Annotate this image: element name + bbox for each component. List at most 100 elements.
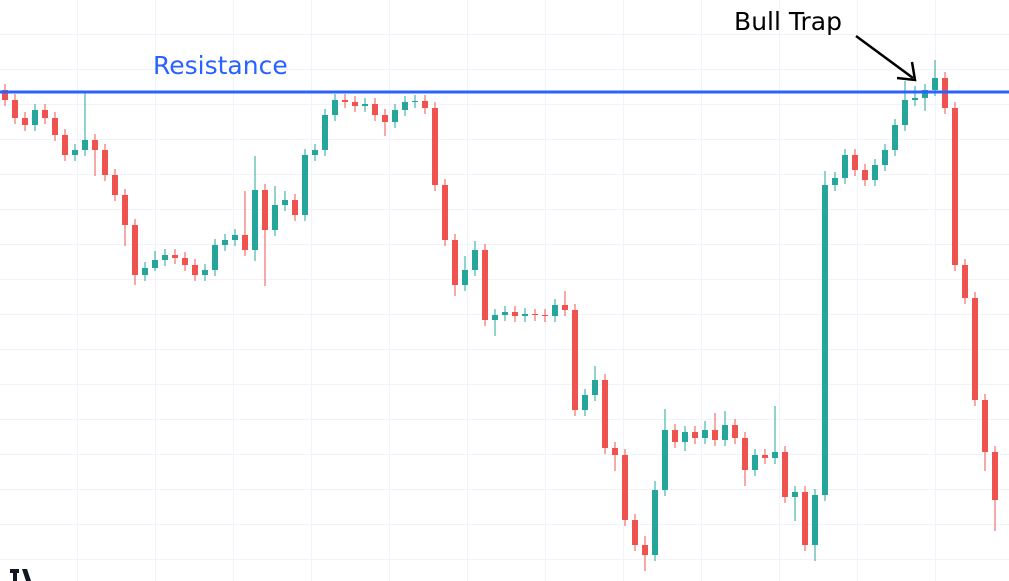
candle-body	[342, 100, 348, 102]
candle-body	[992, 452, 998, 500]
candle-body	[522, 314, 528, 316]
candle-body	[82, 140, 88, 150]
candle-body	[962, 265, 968, 298]
candle-body	[562, 305, 568, 310]
candle-body	[452, 240, 458, 285]
candle-body	[472, 250, 478, 270]
logo	[10, 569, 31, 581]
candle-body	[482, 250, 488, 320]
candle-body	[332, 100, 338, 115]
candle-body	[492, 315, 498, 320]
candle-body	[652, 490, 658, 555]
candle-body	[382, 115, 388, 122]
candle-body	[782, 452, 788, 497]
candle-body	[672, 430, 678, 442]
candle-body	[912, 98, 918, 100]
candle-body	[502, 312, 508, 315]
candle-body	[352, 102, 358, 106]
candle-body	[802, 492, 808, 545]
candle-body	[112, 175, 118, 195]
candle-body	[362, 104, 368, 106]
candle-body	[102, 150, 108, 175]
candle-body	[902, 100, 908, 125]
candle-body	[132, 225, 138, 275]
candle-body	[372, 104, 378, 115]
candle-body	[122, 195, 128, 225]
candle-body	[712, 430, 718, 440]
candle-body	[462, 270, 468, 285]
candle-body	[222, 240, 228, 245]
candle-body	[72, 150, 78, 155]
candle-body	[232, 235, 238, 240]
candle-body	[252, 190, 258, 250]
candle-body	[22, 118, 28, 125]
candle-body	[692, 432, 698, 438]
candle-body	[202, 270, 208, 275]
candle-body	[682, 432, 688, 442]
candle-body	[732, 425, 738, 438]
candle-body	[282, 200, 288, 205]
candle-body	[542, 315, 548, 316]
candle-body	[52, 118, 58, 135]
candle-body	[632, 520, 638, 545]
candle-body	[952, 108, 958, 265]
candle-body	[662, 430, 668, 490]
candle-body	[892, 125, 898, 150]
candle-body	[182, 258, 188, 265]
candle-body	[442, 185, 448, 240]
candle-body	[12, 100, 18, 118]
candle-body	[762, 455, 768, 458]
candle-body	[752, 455, 758, 470]
candle-body	[612, 448, 618, 455]
candle-body	[2, 90, 8, 100]
annotation-arrow	[855, 34, 914, 80]
candle-body	[822, 185, 828, 495]
candle-body	[872, 165, 878, 180]
annotation-arrowhead	[896, 61, 917, 82]
candle-body	[592, 380, 598, 395]
candle-body	[322, 115, 328, 150]
candle-body	[812, 495, 818, 545]
candle-body	[512, 312, 518, 316]
candle-body	[172, 255, 178, 258]
candle-body	[862, 170, 868, 180]
candle-body	[402, 102, 408, 110]
candle-body	[882, 150, 888, 165]
candle-body	[92, 140, 98, 150]
candle-body	[242, 235, 248, 250]
candle-body	[292, 200, 298, 215]
candle-body	[42, 110, 48, 118]
candle-body	[582, 395, 588, 410]
candle-body	[422, 101, 428, 108]
candle-body	[832, 178, 838, 185]
candle-body	[552, 305, 558, 316]
candle-body	[272, 205, 278, 230]
candle-body	[152, 260, 158, 268]
candle-body	[142, 268, 148, 275]
candle-body	[432, 108, 438, 185]
candle-body	[212, 245, 218, 270]
candle-body	[982, 400, 988, 452]
candle-body	[62, 135, 68, 155]
candle-body	[262, 190, 268, 230]
candle-body	[722, 425, 728, 440]
candle-body	[922, 90, 928, 98]
candle-body	[392, 110, 398, 122]
candle-body	[932, 78, 938, 90]
candle-body	[32, 110, 38, 125]
candle-body	[312, 150, 318, 155]
candle-body	[792, 492, 798, 497]
candle-body	[972, 298, 978, 400]
annotation-text: Bull Trap	[734, 7, 842, 36]
resistance-label: Resistance	[153, 51, 288, 80]
candle-body	[192, 265, 198, 275]
candle-body	[302, 155, 308, 215]
candle-body	[742, 438, 748, 470]
candle-body	[572, 310, 578, 410]
candle-body	[642, 545, 648, 555]
candle-body	[772, 452, 778, 458]
candle-body	[532, 314, 538, 315]
candle-body	[852, 155, 858, 170]
candle-body	[622, 455, 628, 520]
candle-body	[412, 101, 418, 102]
